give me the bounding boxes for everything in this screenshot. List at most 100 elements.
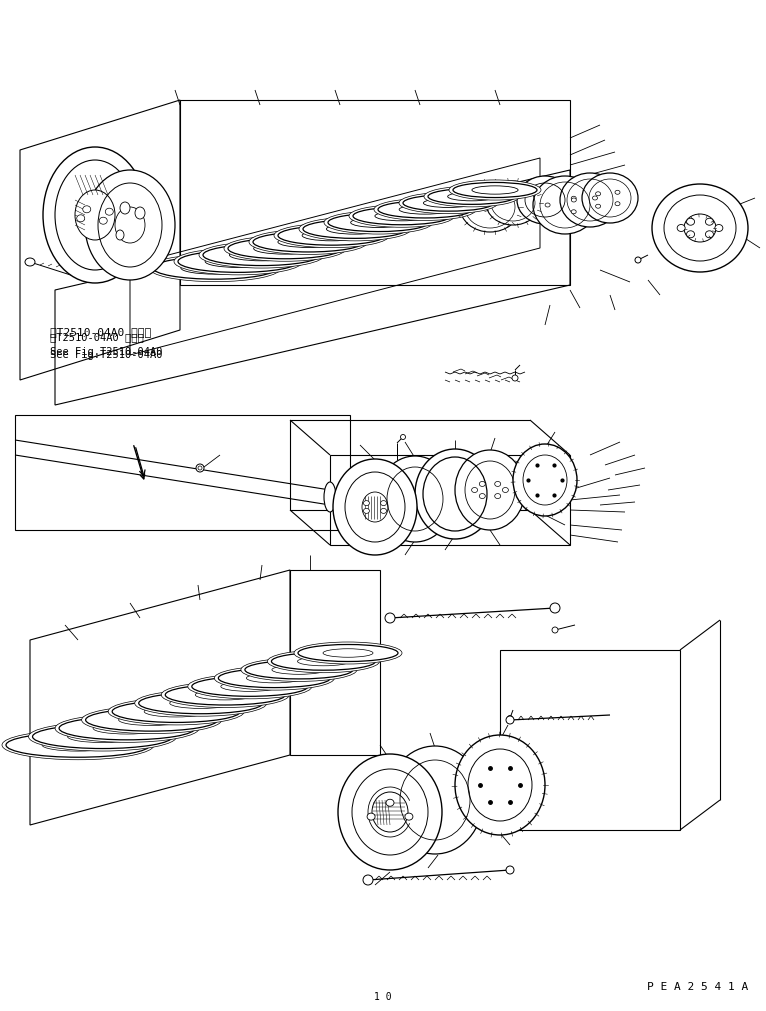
Ellipse shape	[112, 701, 241, 723]
Ellipse shape	[455, 450, 525, 530]
Ellipse shape	[405, 813, 413, 820]
Ellipse shape	[615, 190, 620, 194]
Ellipse shape	[403, 195, 493, 211]
Ellipse shape	[495, 481, 501, 486]
Ellipse shape	[274, 223, 389, 248]
Ellipse shape	[480, 493, 486, 498]
Ellipse shape	[495, 493, 501, 498]
Ellipse shape	[399, 192, 498, 213]
Ellipse shape	[686, 218, 695, 225]
Ellipse shape	[715, 224, 723, 232]
Ellipse shape	[449, 180, 541, 200]
Text: 第T2510-04A0 図参照: 第T2510-04A0 図参照	[50, 327, 151, 337]
Text: P E A 2 5 4 1 A: P E A 2 5 4 1 A	[647, 982, 748, 992]
Ellipse shape	[82, 707, 221, 734]
Ellipse shape	[686, 231, 695, 238]
Ellipse shape	[165, 684, 285, 705]
Ellipse shape	[267, 650, 379, 672]
Ellipse shape	[571, 209, 576, 213]
Ellipse shape	[480, 481, 486, 486]
Ellipse shape	[174, 248, 303, 275]
Ellipse shape	[381, 500, 387, 506]
Ellipse shape	[349, 205, 454, 227]
Ellipse shape	[214, 666, 335, 691]
Ellipse shape	[324, 482, 336, 512]
Ellipse shape	[415, 449, 495, 539]
Ellipse shape	[560, 173, 620, 227]
Ellipse shape	[178, 251, 299, 272]
Polygon shape	[55, 170, 570, 405]
Ellipse shape	[59, 717, 195, 740]
Ellipse shape	[517, 176, 573, 224]
Ellipse shape	[455, 735, 545, 835]
Ellipse shape	[203, 245, 320, 266]
Ellipse shape	[460, 182, 520, 232]
Ellipse shape	[228, 239, 342, 259]
Ellipse shape	[135, 691, 267, 716]
Ellipse shape	[271, 652, 375, 670]
Ellipse shape	[635, 257, 641, 263]
Ellipse shape	[28, 722, 176, 751]
Ellipse shape	[188, 674, 312, 699]
Ellipse shape	[83, 206, 90, 212]
Ellipse shape	[294, 642, 402, 664]
Ellipse shape	[43, 147, 147, 283]
Ellipse shape	[502, 487, 509, 492]
Ellipse shape	[386, 800, 394, 806]
Ellipse shape	[533, 176, 597, 234]
Ellipse shape	[513, 444, 577, 516]
Ellipse shape	[512, 375, 518, 381]
Ellipse shape	[367, 813, 375, 820]
Ellipse shape	[506, 716, 514, 724]
Ellipse shape	[303, 219, 407, 239]
Ellipse shape	[85, 170, 175, 280]
Ellipse shape	[363, 509, 369, 514]
Ellipse shape	[218, 668, 330, 687]
Ellipse shape	[453, 182, 537, 197]
Ellipse shape	[615, 202, 620, 205]
Ellipse shape	[385, 613, 395, 623]
Ellipse shape	[338, 754, 442, 870]
Ellipse shape	[374, 198, 476, 220]
Ellipse shape	[32, 725, 172, 748]
Ellipse shape	[363, 875, 373, 885]
Ellipse shape	[278, 225, 385, 245]
Ellipse shape	[86, 709, 218, 731]
Ellipse shape	[428, 189, 516, 204]
Ellipse shape	[378, 201, 472, 218]
Ellipse shape	[652, 184, 748, 272]
Text: 第T2510-04A0 図参照: 第T2510-04A0 図参照	[50, 332, 144, 342]
Ellipse shape	[249, 229, 368, 255]
Ellipse shape	[224, 236, 346, 261]
Ellipse shape	[486, 181, 540, 225]
Ellipse shape	[582, 173, 638, 223]
Ellipse shape	[381, 509, 387, 514]
Ellipse shape	[571, 198, 576, 202]
Ellipse shape	[25, 258, 35, 266]
Ellipse shape	[108, 699, 244, 725]
Text: See Fig.T2510-04A0: See Fig.T2510-04A0	[50, 350, 162, 360]
Ellipse shape	[299, 217, 411, 241]
Ellipse shape	[705, 231, 713, 238]
Ellipse shape	[677, 224, 685, 232]
Ellipse shape	[149, 255, 281, 282]
Ellipse shape	[377, 456, 453, 542]
Ellipse shape	[324, 211, 433, 235]
Ellipse shape	[508, 716, 512, 721]
Ellipse shape	[6, 733, 150, 757]
Ellipse shape	[199, 242, 324, 268]
Ellipse shape	[120, 202, 130, 214]
Ellipse shape	[116, 229, 124, 240]
Ellipse shape	[506, 866, 514, 874]
Ellipse shape	[298, 644, 398, 661]
Ellipse shape	[552, 627, 558, 633]
Ellipse shape	[705, 218, 713, 225]
Ellipse shape	[596, 192, 601, 196]
Ellipse shape	[196, 464, 204, 472]
Ellipse shape	[592, 196, 597, 200]
Ellipse shape	[545, 203, 550, 207]
Ellipse shape	[135, 207, 145, 219]
Ellipse shape	[387, 746, 483, 854]
Ellipse shape	[596, 204, 601, 208]
Ellipse shape	[571, 196, 576, 200]
